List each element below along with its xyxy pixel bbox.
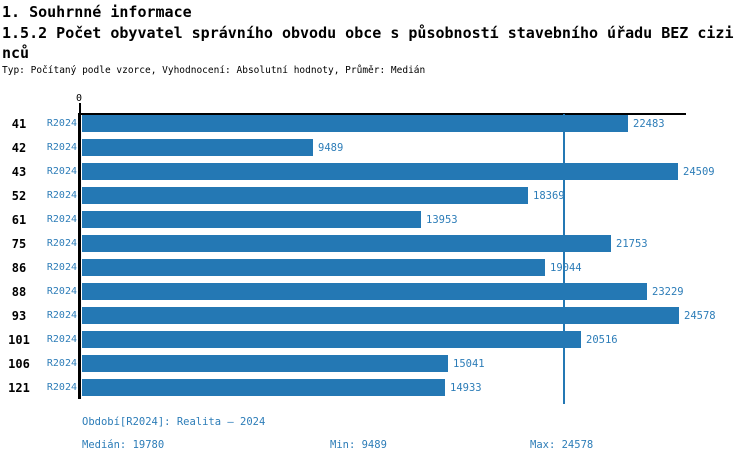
bar: [82, 163, 678, 180]
bar: [82, 355, 448, 372]
period-label: Období[R2024]: Realita – 2024: [82, 416, 266, 428]
chart-row: 41 R2024 22483: [0, 112, 750, 136]
series-label: R2024: [46, 214, 77, 225]
bar: [82, 235, 611, 252]
y-axis-line: [78, 113, 81, 399]
series-label: R2024: [46, 190, 77, 201]
series-label: R2024: [46, 334, 77, 345]
chart-row: 42 R2024 9489: [0, 136, 750, 160]
category-label: 101: [8, 333, 30, 347]
value-label: 18369: [533, 190, 565, 202]
value-label: 23229: [652, 286, 684, 298]
value-label: 20516: [586, 334, 618, 346]
x-axis-zero-label: 0: [75, 93, 83, 104]
chart-row: 106 R2024 15041: [0, 352, 750, 376]
chart-title: 1.5.2 Počet obyvatel správního obvodu ob…: [2, 24, 734, 62]
category-label: 121: [8, 381, 30, 395]
bar: [82, 211, 421, 228]
series-label: R2024: [46, 166, 77, 177]
value-label: 14933: [450, 382, 482, 394]
median-line: [563, 114, 565, 404]
series-label: R2024: [46, 118, 77, 129]
chart-row: 101 R2024 20516: [0, 328, 750, 352]
chart-row: 75 R2024 21753: [0, 232, 750, 256]
category-label: 42: [11, 141, 27, 155]
chart-row: 61 R2024 13953: [0, 208, 750, 232]
series-label: R2024: [46, 310, 77, 321]
median-stat: Medián: 19780: [82, 439, 165, 451]
chart-row: 93 R2024 24578: [0, 304, 750, 328]
category-label: 93: [11, 309, 27, 323]
category-label: 75: [11, 237, 27, 251]
chart-row: 43 R2024 24509: [0, 160, 750, 184]
series-label: R2024: [46, 142, 77, 153]
category-label: 88: [11, 285, 27, 299]
bar: [82, 115, 628, 132]
bar: [82, 331, 581, 348]
chart-row: 121 R2024 14933: [0, 376, 750, 400]
value-label: 22483: [633, 118, 665, 130]
bar: [82, 139, 313, 156]
category-label: 86: [11, 261, 27, 275]
bar: [82, 307, 679, 324]
chart-row: 86 R2024 19044: [0, 256, 750, 280]
category-label: 43: [11, 165, 27, 179]
bar: [82, 187, 528, 204]
series-label: R2024: [46, 262, 77, 273]
x-axis-line: [78, 113, 686, 115]
category-label: 52: [11, 189, 27, 203]
chart-subtitle: Typ: Počítaný podle vzorce, Vyhodnocení:…: [2, 65, 426, 76]
category-label: 106: [8, 357, 30, 371]
series-label: R2024: [46, 238, 77, 249]
category-label: 61: [11, 213, 27, 227]
max-stat: Max: 24578: [530, 439, 594, 451]
bar-chart: 41 R2024 22483 42 R2024 9489 43 R2024 24509 52 R20…: [0, 112, 750, 400]
series-label: R2024: [46, 358, 77, 369]
x-axis-tick: [79, 103, 81, 114]
bar: [82, 283, 647, 300]
section-title: 1. Souhrnné informace: [2, 3, 192, 21]
series-label: R2024: [46, 382, 77, 393]
min-stat: Min: 9489: [330, 439, 387, 451]
chart-row: 88 R2024 23229: [0, 280, 750, 304]
value-label: 15041: [453, 358, 485, 370]
value-label: 24578: [684, 310, 716, 322]
value-label: 9489: [318, 142, 344, 154]
chart-row: 52 R2024 18369: [0, 184, 750, 208]
series-label: R2024: [46, 286, 77, 297]
value-label: 13953: [426, 214, 458, 226]
bar: [82, 379, 445, 396]
bar: [82, 259, 545, 276]
category-label: 41: [11, 117, 27, 131]
value-label: 24509: [683, 166, 715, 178]
value-label: 21753: [616, 238, 648, 250]
value-label: 19044: [550, 262, 582, 274]
